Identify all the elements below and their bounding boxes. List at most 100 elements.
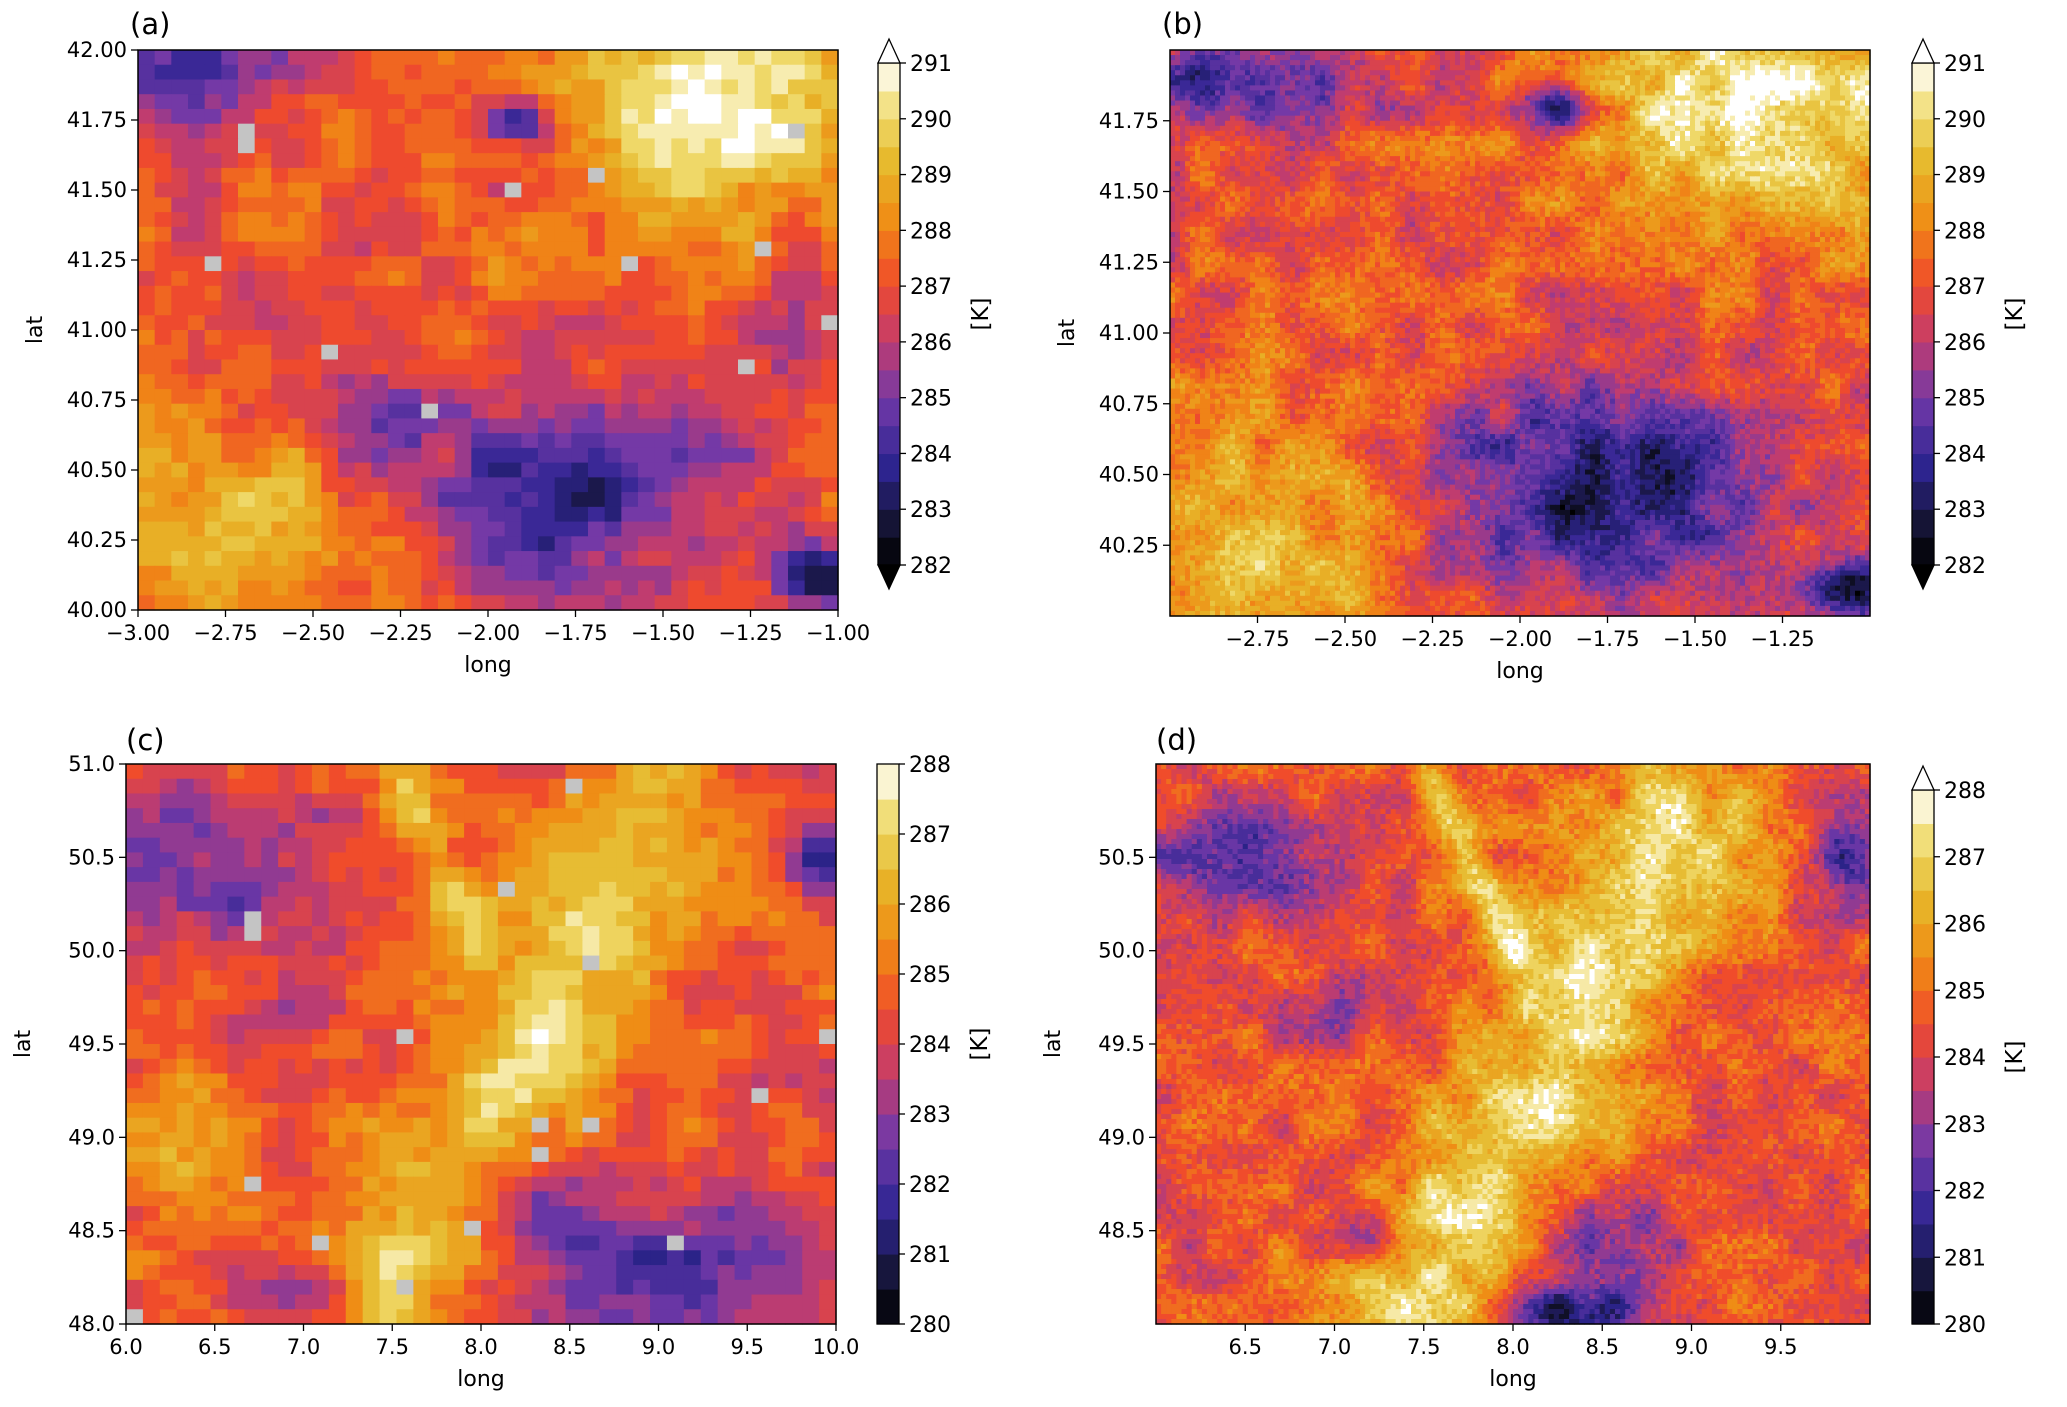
heatmap-cell bbox=[1730, 126, 1736, 132]
heatmap-cell bbox=[1375, 70, 1381, 76]
heatmap-cell bbox=[221, 522, 238, 537]
heatmap-cell bbox=[1360, 126, 1366, 132]
heatmap-cell bbox=[1360, 75, 1366, 81]
heatmap-cell bbox=[1315, 121, 1321, 127]
heatmap-cell bbox=[688, 124, 705, 139]
heatmap-cell bbox=[1550, 55, 1556, 61]
heatmap-cell bbox=[1795, 70, 1801, 76]
heatmap-cell bbox=[1360, 60, 1366, 66]
heatmap-cell bbox=[271, 404, 288, 419]
heatmap-cell bbox=[1455, 106, 1461, 112]
heatmap-cell bbox=[1375, 60, 1381, 66]
heatmap-cell bbox=[1860, 85, 1866, 91]
heatmap-cell bbox=[1690, 116, 1696, 122]
heatmap-cell bbox=[605, 433, 622, 448]
heatmap-cell bbox=[205, 448, 222, 463]
heatmap-cell bbox=[1360, 95, 1366, 101]
heatmap-cell bbox=[1700, 70, 1706, 76]
heatmap-cell bbox=[1545, 131, 1551, 137]
heatmap-cell bbox=[671, 315, 688, 330]
heatmap-cell bbox=[1275, 75, 1281, 81]
heatmap-cell bbox=[821, 477, 838, 492]
heatmap-cell bbox=[1700, 85, 1706, 91]
heatmap-cell bbox=[1440, 126, 1446, 132]
heatmap-cell bbox=[1600, 50, 1606, 56]
heatmap-cell bbox=[1390, 75, 1396, 81]
heatmap-cell bbox=[388, 507, 405, 522]
heatmap-cell bbox=[1845, 95, 1851, 101]
heatmap-cell bbox=[1845, 146, 1851, 152]
heatmap-cell bbox=[1745, 90, 1751, 96]
heatmap-cell bbox=[671, 183, 688, 198]
heatmap-cell bbox=[1755, 116, 1761, 122]
heatmap-cell bbox=[521, 286, 538, 301]
heatmap-cell bbox=[1475, 131, 1481, 137]
heatmap-cell bbox=[1415, 75, 1421, 81]
heatmap-cell bbox=[1785, 65, 1791, 71]
heatmap-cell bbox=[1170, 141, 1176, 147]
heatmap-cell bbox=[1840, 111, 1846, 117]
heatmap-cell bbox=[1535, 75, 1541, 81]
heatmap-cell bbox=[1390, 116, 1396, 122]
heatmap-cell bbox=[771, 389, 788, 404]
heatmap-cell bbox=[355, 551, 372, 566]
colorbar-level bbox=[878, 147, 900, 175]
heatmap-cell bbox=[1180, 121, 1186, 127]
heatmap-cell bbox=[1625, 116, 1631, 122]
heatmap-cell bbox=[338, 463, 355, 478]
heatmap-cell bbox=[705, 404, 722, 419]
heatmap-cell bbox=[438, 301, 455, 316]
heatmap-cell bbox=[1245, 136, 1251, 142]
heatmap-cell bbox=[1230, 70, 1236, 76]
heatmap-cell bbox=[1690, 111, 1696, 117]
heatmap-cell bbox=[1505, 141, 1511, 147]
heatmap-cell bbox=[821, 271, 838, 286]
heatmap-cell bbox=[1485, 85, 1491, 91]
heatmap-cell bbox=[771, 94, 788, 109]
heatmap-cell bbox=[1585, 131, 1591, 137]
heatmap-cell bbox=[1690, 131, 1696, 137]
heatmap-cell bbox=[305, 271, 322, 286]
heatmap-cell bbox=[171, 124, 188, 139]
heatmap-cell bbox=[1365, 126, 1371, 132]
heatmap-cell bbox=[1830, 111, 1836, 117]
heatmap-cell bbox=[1740, 131, 1746, 137]
heatmap-cell bbox=[1455, 50, 1461, 56]
heatmap-cell bbox=[405, 433, 422, 448]
heatmap-cell bbox=[588, 153, 605, 168]
heatmap-cell bbox=[1725, 141, 1731, 147]
heatmap-cell bbox=[1235, 90, 1241, 96]
heatmap-cell bbox=[621, 330, 638, 345]
heatmap-cell bbox=[1445, 85, 1451, 91]
heatmap-cell bbox=[588, 168, 605, 183]
heatmap-cell bbox=[788, 404, 805, 419]
heatmap-cell bbox=[805, 227, 822, 242]
heatmap-cell bbox=[1625, 85, 1631, 91]
heatmap-cell bbox=[755, 374, 772, 389]
heatmap-cell bbox=[1720, 70, 1726, 76]
heatmap-cell bbox=[1225, 126, 1231, 132]
colorbar-tick-label: 286 bbox=[910, 331, 952, 356]
heatmap-cell bbox=[688, 183, 705, 198]
heatmap-cell bbox=[1605, 151, 1611, 157]
heatmap-cell bbox=[588, 418, 605, 433]
heatmap-cell bbox=[1420, 121, 1426, 127]
heatmap-cell bbox=[471, 418, 488, 433]
heatmap-cell bbox=[471, 595, 488, 610]
heatmap-cell bbox=[671, 271, 688, 286]
heatmap-cell bbox=[721, 463, 738, 478]
heatmap-cell bbox=[1275, 50, 1281, 56]
heatmap-cell bbox=[1640, 136, 1646, 142]
heatmap-cell bbox=[455, 65, 472, 80]
heatmap-cell bbox=[1395, 95, 1401, 101]
heatmap-cell bbox=[721, 507, 738, 522]
heatmap-cell bbox=[1435, 131, 1441, 137]
heatmap-cell bbox=[138, 50, 155, 65]
heatmap-cell bbox=[1750, 55, 1756, 61]
heatmap-cell bbox=[721, 256, 738, 271]
heatmap-cell bbox=[488, 315, 505, 330]
heatmap-cell bbox=[588, 124, 605, 139]
heatmap-cell bbox=[1800, 60, 1806, 66]
heatmap-cell bbox=[1835, 70, 1841, 76]
heatmap-cell bbox=[1775, 116, 1781, 122]
